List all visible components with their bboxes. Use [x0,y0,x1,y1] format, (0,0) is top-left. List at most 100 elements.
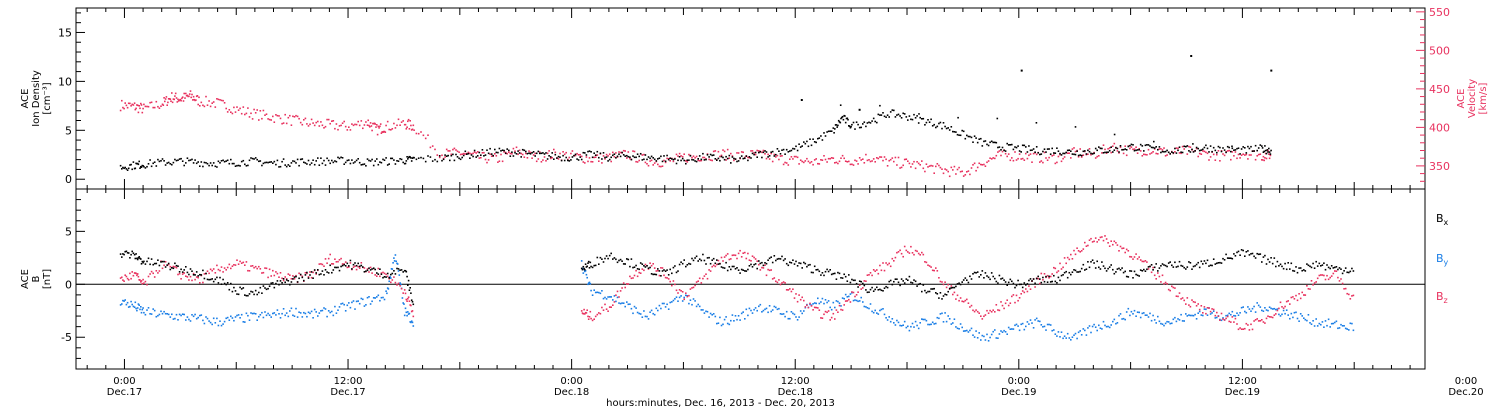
by-point [387,288,390,290]
velocity-point [978,162,980,165]
bz-point [1186,297,1189,299]
velocity-point [431,145,434,147]
bz-point [264,267,266,269]
bz-point [397,282,400,285]
by-point [1174,316,1176,319]
velocity-point [593,156,595,159]
density-point [1051,147,1053,150]
by-point [1133,309,1136,312]
density-point [189,159,192,161]
velocity-point [653,162,656,164]
density-point [250,157,252,159]
velocity-point [917,162,920,165]
velocity-point [1188,145,1190,148]
velocity-point [891,157,894,159]
density-point [394,163,397,165]
velocity-point [984,165,987,167]
bx-point [141,260,144,263]
by-point [588,281,591,284]
velocity-point [1122,152,1125,155]
density-point [576,158,578,160]
by-point [694,300,696,302]
bz-point [169,265,172,268]
density-point [192,162,195,164]
bz-point [175,266,178,269]
velocity-point [633,150,636,153]
bx-point [914,280,917,283]
bx-point [338,269,341,272]
velocity-point [231,112,234,115]
velocity-point [931,165,934,167]
by-point [404,307,407,310]
velocity-point [565,151,567,154]
velocity-point [877,157,880,160]
date-tick-label: Dec.19 [1001,387,1036,398]
by-point [585,273,588,276]
bz-point [1171,285,1173,288]
bz-point [790,290,793,293]
by-point [399,282,401,284]
by-point [1267,309,1269,312]
density-point [517,150,519,152]
density-point [1161,150,1164,153]
bz-point [275,271,277,273]
density-point [742,157,744,160]
bz-point [619,290,622,292]
bx-point [186,271,189,274]
density-point [354,161,356,163]
bz-point [186,276,189,278]
velocity-point [1177,147,1179,150]
by-point [1306,319,1308,322]
bx-point [1290,262,1293,265]
density-point [938,122,940,125]
by-point [660,307,662,310]
by-point [714,315,717,318]
bz-point [140,280,143,282]
bx-point [633,266,636,268]
density-point [1180,151,1182,153]
bx-point [253,293,255,296]
bx-point [981,270,984,272]
by-point [258,315,260,318]
bz-point [681,291,684,293]
velocity-point [136,104,139,107]
bz-point [610,306,612,308]
velocity-point [1062,157,1064,160]
density-point [520,156,522,158]
by-point [813,302,816,304]
velocity-point [226,111,229,113]
velocity-point [771,160,774,163]
density-point [967,135,970,138]
density-point [624,155,626,157]
by-point [860,296,862,299]
bz-point [748,259,751,261]
density-point [334,160,336,162]
bx-point [1105,270,1108,272]
bx-point [301,276,304,279]
density-point [1133,149,1136,152]
by-point [1276,308,1279,310]
bz-point [197,276,199,279]
bz-point [136,274,138,277]
bx-point [903,282,906,284]
bx-point [844,275,847,278]
velocity-point [1174,151,1176,153]
velocity-point [449,150,451,152]
velocity-point [778,158,780,161]
bz-point [933,269,935,272]
bx-point [1163,264,1165,266]
velocity-point [1231,151,1234,153]
bx-point [393,270,395,272]
density-point [1262,151,1265,153]
density-point [1034,151,1036,153]
by-point [1031,322,1033,324]
velocity-point [206,104,209,106]
bz-point [130,277,132,280]
bx-point [298,277,300,280]
density-point [827,130,830,133]
bz-point [1009,302,1012,304]
velocity-point [301,123,304,126]
density-point [852,121,855,124]
bz-point [1214,314,1217,317]
